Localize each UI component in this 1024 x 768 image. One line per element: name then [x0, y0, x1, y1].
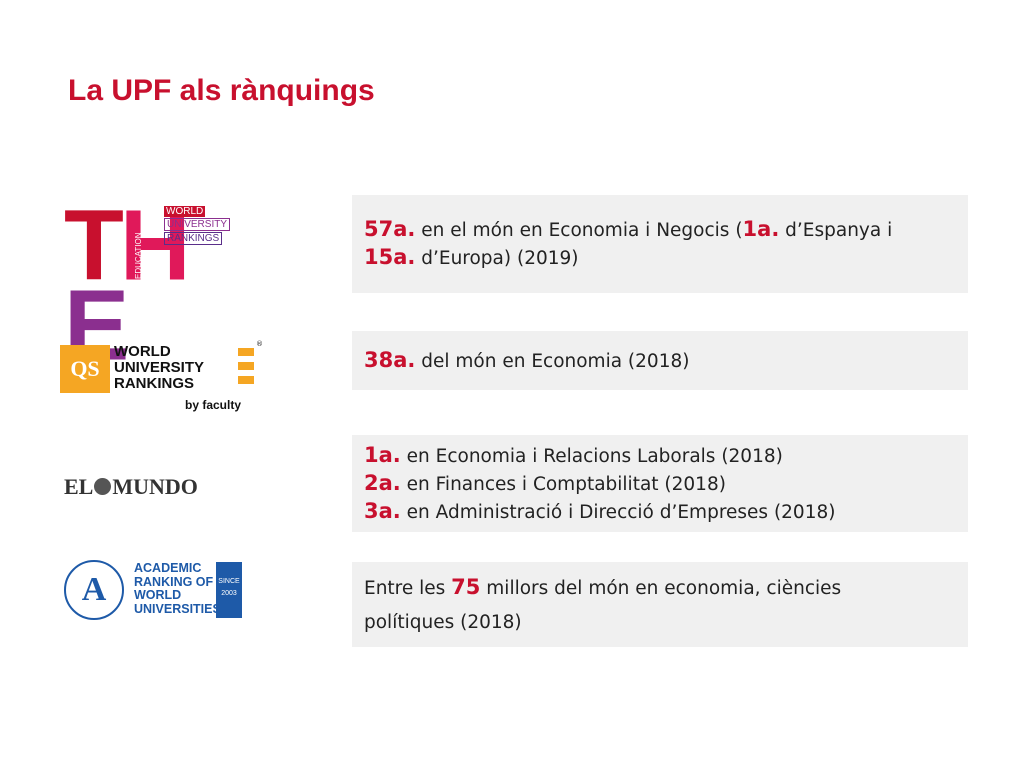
- ranking-line: 38a. del món en Economia (2018): [364, 347, 968, 375]
- rank-position: 3a.: [364, 498, 401, 523]
- rank-position: 38a.: [364, 347, 416, 372]
- qs-bars: [238, 348, 254, 390]
- ranking-box-arwu: Entre les 75 millors del món en economia…: [352, 562, 968, 647]
- arwu-line-ranking: RANKING OF: [134, 574, 214, 589]
- arwu-since-label: SINCE: [218, 578, 240, 585]
- ranking-line: Entre les 75 millors del món en economia…: [364, 570, 968, 606]
- ranking-line: polítiques (2018): [364, 606, 968, 640]
- ranking-line: 57a. en el món en Economia i Negocis (1a…: [364, 216, 968, 244]
- the-letters: THE: [64, 188, 244, 375]
- arwu-line-world: WORLD: [134, 588, 182, 602]
- rank-text: d’Europa) (2019): [415, 248, 579, 269]
- arwu-emblem: A: [64, 560, 124, 620]
- globe-icon: [94, 478, 112, 495]
- the-side-higher: HIGHER: [102, 247, 111, 279]
- arwu-since-year: 2003: [221, 590, 237, 597]
- rank-position: 2a.: [364, 470, 401, 495]
- qs-text: WORLD UNIVERSITY RANKINGS: [114, 344, 204, 392]
- arwu-line-universities: UNIVERSITIES: [134, 601, 221, 616]
- rank-text: Entre les: [364, 577, 452, 599]
- the-tag-university: UNIVERSITY: [164, 218, 231, 231]
- qs-logo: QS WORLD UNIVERSITY RANKINGS ® by facult…: [60, 340, 265, 415]
- ranking-box-elmundo: 1a. en Economia i Relacions Laborals (20…: [352, 435, 968, 532]
- qs-line-rankings: RANKINGS: [114, 375, 195, 392]
- arwu-line-academic: ACADEMIC: [134, 561, 202, 575]
- rank-text: millors del món en economia, ciències: [480, 577, 842, 599]
- qs-line-university: UNIVERSITY: [114, 359, 205, 376]
- rank-text: d’Espanya i: [779, 220, 893, 241]
- the-letter-t: T: [64, 188, 124, 302]
- rank-text: en el món en Economia i Negocis (: [415, 220, 743, 241]
- rank-position: 1a.: [364, 442, 401, 467]
- rank-position: 1a.: [742, 217, 780, 241]
- rank-text: polítiques (2018): [364, 611, 522, 633]
- rank-text: en Economia i Relacions Laborals (2018): [400, 445, 783, 467]
- elmundo-el: EL: [64, 474, 94, 499]
- rank-text: en Administració i Direcció d’Empreses (…: [400, 501, 836, 523]
- ranking-box-qs: 38a. del món en Economia (2018): [352, 331, 968, 390]
- the-logo: THE TIMES HIGHER EDUCATION WORLD UNIVERS…: [64, 188, 244, 375]
- arwu-since: SINCE 2003: [216, 562, 242, 618]
- ranking-line: 2a. en Finances i Comptabilitat (2018): [364, 470, 968, 498]
- arwu-logo: A ACADEMIC RANKING OF WORLD UNIVERSITIES…: [64, 560, 244, 626]
- ranking-line: 1a. en Economia i Relacions Laborals (20…: [364, 442, 968, 470]
- rank-text: del món en Economia (2018): [415, 350, 690, 372]
- ranking-line: 3a. en Administració i Direcció d’Empres…: [364, 498, 968, 526]
- the-side-education: EDUCATION: [134, 232, 143, 279]
- qs-box: QS: [60, 345, 110, 393]
- qs-line-world: WORLD: [114, 343, 171, 360]
- arwu-text: ACADEMIC RANKING OF WORLD UNIVERSITIES: [134, 561, 221, 616]
- the-side-times: TIMES: [74, 254, 83, 279]
- elmundo-logo: EL MUNDO: [64, 474, 214, 500]
- rank-position: 15a.: [364, 245, 416, 269]
- elmundo-mundo: MUNDO: [112, 474, 198, 499]
- the-tag-rankings: RANKINGS: [164, 232, 223, 245]
- ranking-line: 15a. d’Europa) (2019): [364, 244, 968, 272]
- rank-position: 75: [451, 574, 481, 599]
- rank-position: 57a.: [364, 217, 416, 241]
- qs-by-faculty: by faculty: [185, 398, 242, 412]
- qs-registered-mark: ®: [256, 340, 263, 348]
- the-tag-world: WORLD: [164, 206, 206, 217]
- rank-text: en Finances i Comptabilitat (2018): [400, 473, 726, 495]
- ranking-box-the: 57a. en el món en Economia i Negocis (1a…: [352, 195, 968, 293]
- page-title: La UPF als rànquings: [68, 74, 375, 107]
